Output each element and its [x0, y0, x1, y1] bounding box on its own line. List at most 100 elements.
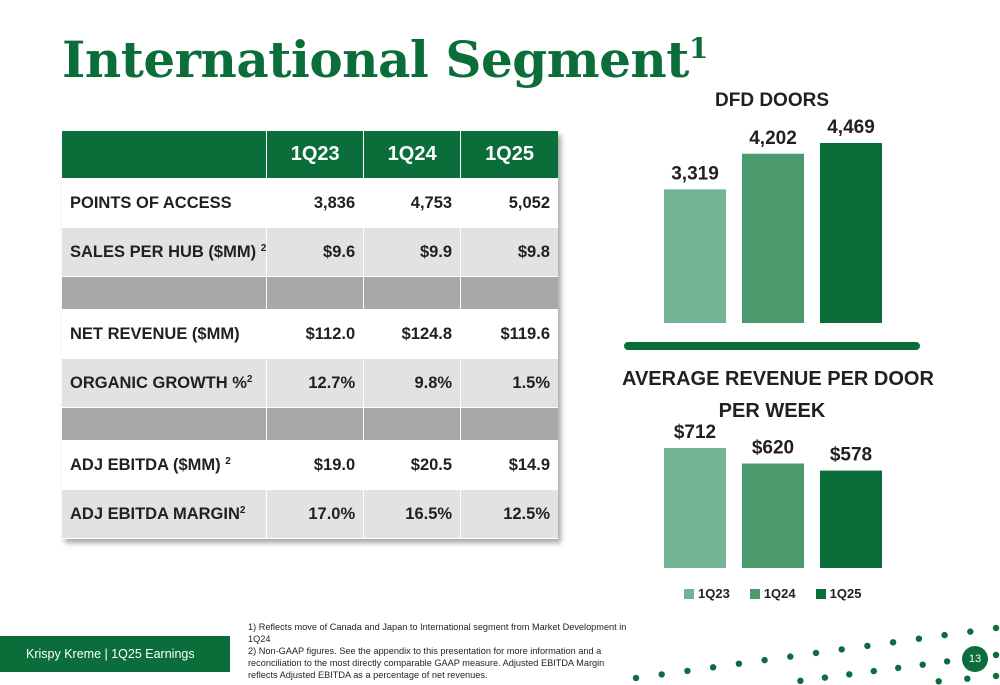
footer-bar: Krispy Kreme | 1Q25 Earnings	[0, 636, 230, 672]
chart-divider	[624, 342, 920, 350]
legend-item-1q23: 1Q23	[684, 586, 730, 601]
row-label-text: SALES PER HUB ($MM)	[70, 242, 261, 261]
table-cell: $14.9	[461, 441, 558, 490]
decorative-dot	[684, 667, 691, 675]
row-label: ADJ EBITDA ($MM) 2	[62, 441, 268, 490]
decorative-dot	[943, 658, 951, 665]
spacer-cell	[461, 277, 558, 310]
page-title: International Segment1	[62, 30, 708, 89]
table-row: SALES PER HUB ($MM) 2 $9.6 $9.9 $9.8	[62, 228, 558, 277]
decorative-dot	[889, 639, 897, 646]
revenue-bar-1q24	[742, 463, 804, 568]
table-cell: $9.6	[267, 228, 365, 277]
table-cell: $112.0	[267, 310, 365, 359]
legend-label: 1Q23	[698, 586, 730, 601]
legend-label: 1Q24	[763, 586, 796, 601]
row-label: POINTS OF ACCESS	[62, 179, 268, 228]
row-label-text: ORGANIC GROWTH %	[70, 373, 247, 392]
table-header-row: 1Q23 1Q24 1Q25	[62, 131, 558, 179]
table-cell: 1.5%	[461, 359, 558, 408]
legend-swatch-1q25	[815, 588, 826, 599]
decorative-dot	[967, 628, 974, 635]
table-cell: 17.0%	[267, 490, 365, 539]
page-title-text: International Segment	[62, 30, 689, 89]
decorative-dot	[870, 667, 877, 675]
row-label: ADJ EBITDA MARGIN2	[62, 490, 268, 539]
decorative-dot	[709, 664, 717, 671]
table-cell: $9.9	[364, 228, 462, 277]
kpi-table: 1Q23 1Q24 1Q25 POINTS OF ACCESS 3,836 4,…	[62, 131, 558, 539]
footnote-1: 1) Reflects move of Canada and Japan to …	[248, 622, 627, 644]
table-row: ADJ EBITDA ($MM) 2 $19.0 $20.5 $14.9	[62, 441, 558, 490]
legend-item-1q24: 1Q24	[749, 586, 796, 601]
row-label-footnote-marker: 2	[239, 504, 246, 516]
spacer-cell	[461, 408, 558, 441]
table-row: ORGANIC GROWTH %2 12.7% 9.8% 1.5%	[62, 359, 558, 408]
row-label-footnote-marker: 2	[246, 373, 253, 385]
table-cell: $124.8	[364, 310, 462, 359]
table-cell: $119.6	[461, 310, 558, 359]
chart-legend: 1Q23 1Q24 1Q25	[684, 586, 861, 601]
dfd-data-label-1q23: 3,319	[671, 163, 719, 184]
row-label: ORGANIC GROWTH %2	[62, 359, 268, 408]
decorative-dot	[658, 671, 665, 678]
row-label: NET REVENUE ($MM)	[62, 310, 268, 359]
legend-swatch-1q24	[749, 588, 760, 599]
row-label-footnote-marker: 2	[260, 242, 267, 254]
decorative-dot	[787, 653, 794, 660]
decorative-dot	[992, 624, 1000, 632]
table-cell: $19.0	[267, 441, 365, 490]
table-cell: 4,753	[364, 179, 462, 228]
revenue-data-label-1q24: $620	[752, 438, 794, 459]
table-row: ADJ EBITDA MARGIN2 17.0% 16.5% 12.5%	[62, 490, 558, 539]
decorative-dot	[964, 675, 971, 682]
table-header-1q25: 1Q25	[461, 131, 558, 179]
row-label: SALES PER HUB ($MM) 2	[62, 228, 268, 277]
decorative-dot	[941, 631, 948, 639]
revenue-data-label-1q23: $712	[674, 422, 716, 443]
dfd-doors-chart-title: DFD DOORS	[715, 90, 829, 111]
spacer-cell	[62, 408, 268, 441]
decorative-dot	[761, 656, 768, 664]
dfd-data-label-1q25: 4,469	[827, 117, 875, 138]
table-cell: 9.8%	[364, 359, 462, 408]
legend-swatch-1q23	[684, 588, 694, 599]
row-label-text: ADJ EBITDA MARGIN	[70, 504, 240, 523]
table-header-1q24: 1Q24	[364, 131, 462, 179]
decorative-dot	[632, 674, 640, 682]
revenue-bar-1q23	[664, 448, 726, 568]
decorative-dot	[915, 635, 923, 642]
table-spacer-row	[62, 408, 558, 441]
decorative-dot	[838, 646, 845, 653]
row-label-footnote-marker: 2	[225, 455, 231, 467]
footnote-2: 2) Non-GAAP figures. See the appendix to…	[248, 646, 605, 680]
dfd-bar-1q23	[664, 189, 726, 323]
revenue-data-label-1q25: $578	[830, 445, 872, 466]
table-header-1q23: 1Q23	[267, 131, 365, 179]
table-spacer-row	[62, 277, 558, 310]
decorative-dot	[821, 674, 829, 681]
page-number: 13	[962, 646, 988, 672]
spacer-cell	[364, 408, 462, 441]
decorative-dot	[812, 649, 820, 657]
spacer-cell	[267, 408, 365, 441]
revenue-chart-title-line-1: AVERAGE REVENUE PER DOOR	[622, 368, 934, 390]
decorative-dot	[935, 678, 942, 685]
table-row: POINTS OF ACCESS 3,836 4,753 5,052	[62, 179, 558, 228]
page-title-footnote-marker: 1	[688, 32, 708, 65]
decorative-dot	[735, 660, 743, 667]
decorative-dot	[992, 672, 1000, 680]
table-cell: 12.7%	[267, 359, 365, 408]
table-cell: 5,052	[461, 179, 558, 228]
decorative-dot	[919, 661, 926, 668]
row-label-text: ADJ EBITDA ($MM)	[70, 455, 226, 474]
table-row: NET REVENUE ($MM) $112.0 $124.8 $119.6	[62, 310, 558, 359]
legend-item-1q25: 1Q25	[815, 586, 861, 601]
row-label-text: POINTS OF ACCESS	[70, 193, 232, 212]
footnotes: 1) Reflects move of Canada and Japan to …	[248, 621, 628, 681]
decorative-dot	[797, 677, 804, 684]
revenue-chart-title-line-2: PER WEEK	[718, 400, 826, 422]
table-cell: 3,836	[267, 179, 365, 228]
